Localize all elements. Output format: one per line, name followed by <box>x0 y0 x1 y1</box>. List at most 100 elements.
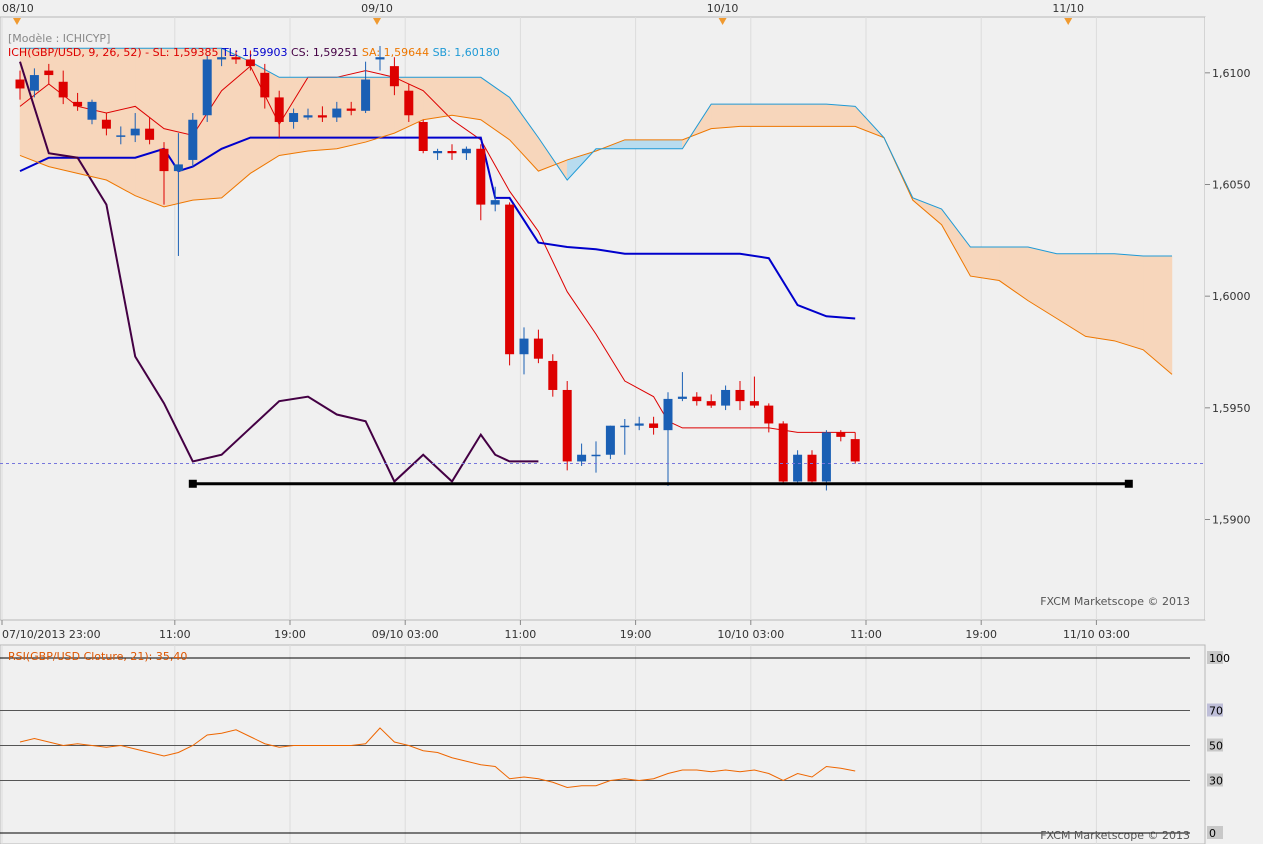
candle-down <box>418 121 428 151</box>
candle-down <box>145 128 155 140</box>
cloud-segment <box>797 103 827 127</box>
price-watermark: FXCM Marketscope © 2013 <box>1040 595 1190 608</box>
line-cs <box>19 61 539 484</box>
x-tick-label: 19:00 <box>274 628 306 641</box>
candle-down <box>692 396 702 402</box>
date-marker-triangle <box>718 18 727 25</box>
candle-up <box>202 59 212 116</box>
candle-up <box>29 75 39 91</box>
line-sl <box>19 65 856 433</box>
line-sa <box>19 114 1173 375</box>
x-tick-label: 10/10 03:00 <box>717 628 784 641</box>
candle-up <box>620 425 630 428</box>
y-tick-label: 1,5950 <box>1212 402 1251 415</box>
rsi-watermark: FXCM Marketscope © 2013 <box>1040 829 1190 842</box>
candle-up <box>461 148 471 154</box>
candle-down <box>850 439 860 462</box>
candle-down <box>389 66 399 87</box>
rsi-level-box <box>1207 773 1223 787</box>
y-tick-label: 1,6100 <box>1212 67 1251 80</box>
date-marker-triangle <box>373 18 381 25</box>
candle-up <box>130 128 140 136</box>
candle-up <box>87 101 97 120</box>
cloud-segment <box>768 103 798 127</box>
candle-down <box>778 423 788 482</box>
cloud-segment <box>739 103 770 127</box>
rsi-level-label: 50 <box>1209 740 1223 753</box>
x-tick-label: 11:00 <box>159 628 191 641</box>
candle-down <box>260 72 270 98</box>
candle-down <box>649 423 659 428</box>
candle-up <box>490 200 500 205</box>
candle-up <box>116 135 126 137</box>
candle-up <box>821 432 831 482</box>
candle-up <box>591 454 601 457</box>
rsi-level-box <box>1207 651 1223 664</box>
candle-up <box>605 425 615 455</box>
candle-down <box>274 97 284 122</box>
rsi-level-label: 100 <box>1209 652 1230 665</box>
candle-down <box>346 108 356 111</box>
candle-down <box>447 151 457 154</box>
legend-entry: CS: 1,59251 <box>291 46 362 59</box>
candle-down <box>749 401 759 406</box>
y-tick-label: 1,6000 <box>1212 290 1251 303</box>
support-line[interactable] <box>188 479 1133 488</box>
candle-down <box>548 360 558 390</box>
price-axis-ticks: 1,6100 1,6050 1,6000 1,5950 1,5900 <box>1205 67 1251 527</box>
cloud-segment <box>710 103 741 129</box>
candle-down <box>735 389 745 402</box>
candle-up <box>188 119 198 160</box>
candle-up <box>721 389 731 406</box>
cloud-segment <box>422 77 453 121</box>
date-marker-label: 10/10 <box>707 2 739 15</box>
cloud-segment <box>221 47 251 199</box>
legend-entry: SB: 1,60180 <box>433 46 500 59</box>
candle-up <box>289 113 299 122</box>
candle-up <box>577 454 587 462</box>
candle-down <box>101 119 111 129</box>
rsi-plot-area[interactable] <box>0 644 1206 844</box>
candlesticks <box>15 46 860 491</box>
rsi-level-box <box>1207 826 1223 839</box>
cloud-segment <box>624 139 654 150</box>
legend-entry: ICH(GBP/USD, 9, 26, 52) - <box>8 46 153 59</box>
candle-down <box>476 148 486 205</box>
candle-down <box>562 389 572 462</box>
model-label: [Modèle : ICHICYP] <box>8 32 110 45</box>
time-axis: 07/10/2013 23:00 11:00 19:00 09/10 03:00 11:… <box>1 620 1130 641</box>
rsi-level-box <box>1207 738 1223 752</box>
rsi-level-label: 30 <box>1209 775 1223 788</box>
y-tick-label: 1,6050 <box>1212 179 1251 192</box>
cloud-segment <box>826 103 856 127</box>
candle-down <box>533 338 543 359</box>
rsi-level-label: 70 <box>1209 705 1223 718</box>
date-marker-label: 09/10 <box>361 2 393 15</box>
candle-down <box>159 148 169 172</box>
date-marker-triangle <box>13 18 21 25</box>
date-marker-label: 11/10 <box>1052 2 1084 15</box>
candle-up <box>303 115 313 118</box>
candle-down <box>317 115 327 118</box>
candle-down <box>44 70 54 76</box>
cloud-segment <box>970 246 1000 281</box>
candle-up <box>793 454 803 482</box>
price-axis[interactable] <box>1205 17 1263 620</box>
rsi-levels: 100 70 50 30 0 <box>0 651 1230 840</box>
candle-down <box>764 405 774 424</box>
candle-down <box>73 101 83 107</box>
rsi-series <box>19 727 856 789</box>
candle-up <box>361 79 371 111</box>
candle-up <box>332 108 342 118</box>
cloud-segment <box>653 139 683 150</box>
candle-down <box>706 401 716 406</box>
candle-down <box>807 454 817 482</box>
date-markers: 08/10 09/10 10/10 11/10 <box>2 2 1084 25</box>
candle-up <box>519 338 529 355</box>
candle-down <box>15 79 25 89</box>
candle-up <box>433 151 443 154</box>
candle-down <box>404 90 414 116</box>
line-sb <box>20 47 1172 257</box>
cloud-segment <box>1114 253 1144 351</box>
